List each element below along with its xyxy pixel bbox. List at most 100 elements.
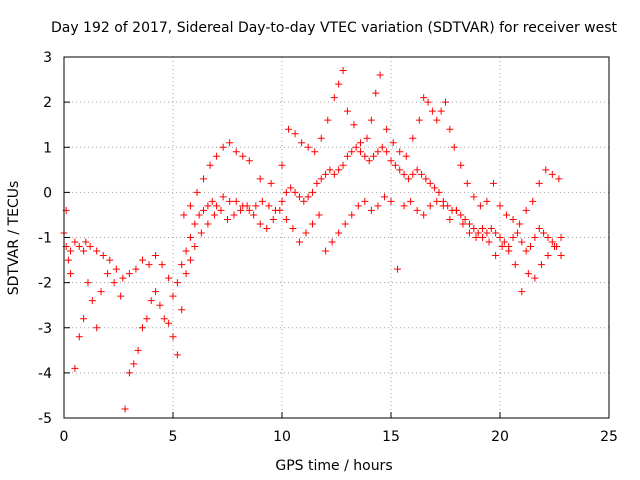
data-point	[245, 206, 253, 214]
data-point	[230, 211, 238, 219]
data-point	[341, 220, 349, 228]
data-point	[112, 265, 120, 273]
data-point	[165, 274, 173, 282]
data-point	[152, 252, 160, 260]
data-point	[544, 234, 552, 241]
data-point	[182, 270, 190, 278]
x-tick-label: 20	[491, 429, 509, 445]
data-point	[370, 152, 378, 160]
data-point	[356, 139, 364, 147]
data-point	[315, 211, 323, 219]
data-point	[394, 265, 402, 273]
data-point	[474, 229, 482, 237]
data-point	[125, 270, 133, 278]
data-point	[158, 261, 166, 269]
data-point	[413, 166, 421, 174]
data-point	[402, 152, 410, 160]
data-point	[489, 179, 497, 187]
data-point	[193, 188, 201, 196]
data-point	[143, 315, 151, 323]
data-point	[472, 234, 480, 241]
data-point	[282, 188, 290, 196]
data-point	[465, 229, 473, 237]
data-point	[330, 170, 338, 178]
data-point	[80, 315, 88, 323]
data-point	[374, 148, 382, 156]
y-tick-label: 0	[43, 185, 52, 201]
data-point	[446, 215, 454, 223]
data-point	[232, 197, 240, 205]
data-point	[304, 193, 312, 201]
data-point	[383, 125, 391, 133]
data-point	[243, 202, 251, 210]
data-point	[483, 229, 491, 237]
data-point	[300, 197, 308, 205]
data-point	[487, 224, 495, 232]
data-point	[367, 116, 375, 124]
data-point	[361, 197, 369, 205]
data-point	[165, 319, 173, 327]
data-point	[245, 157, 253, 165]
data-point	[431, 184, 439, 192]
data-point	[461, 215, 469, 223]
data-point	[422, 175, 430, 183]
data-point	[287, 184, 295, 192]
data-point	[160, 315, 168, 323]
data-point	[302, 229, 310, 237]
data-point	[500, 238, 508, 246]
x-tick-label: 10	[273, 429, 291, 445]
data-point	[195, 211, 203, 219]
data-point	[540, 229, 548, 237]
data-point	[224, 215, 231, 223]
data-point	[463, 179, 471, 187]
data-point	[206, 161, 214, 169]
data-point	[343, 107, 351, 115]
data-point	[291, 130, 299, 138]
data-point	[152, 288, 160, 296]
data-point	[428, 107, 436, 115]
data-point	[433, 197, 441, 205]
data-point	[450, 143, 458, 151]
data-point	[374, 202, 382, 210]
data-point	[121, 405, 129, 413]
data-point	[324, 116, 332, 124]
data-point	[186, 202, 194, 210]
data-point	[71, 364, 79, 372]
data-point	[479, 234, 487, 241]
data-point	[335, 229, 343, 237]
data-point	[252, 202, 260, 210]
data-point	[64, 256, 72, 264]
data-point	[182, 247, 190, 255]
data-point	[396, 148, 404, 156]
data-point	[513, 229, 521, 237]
data-point	[263, 224, 271, 232]
data-point	[387, 197, 395, 205]
data-point	[555, 175, 563, 183]
data-point	[269, 215, 277, 223]
data-point	[173, 279, 181, 287]
data-point	[67, 270, 75, 278]
data-point	[498, 243, 506, 251]
data-point	[285, 125, 293, 133]
data-point	[304, 143, 312, 151]
data-point	[339, 161, 347, 169]
data-point	[82, 238, 90, 246]
data-point	[459, 220, 467, 228]
data-point	[396, 166, 404, 174]
data-point	[391, 161, 399, 169]
data-point	[367, 206, 375, 214]
data-point	[544, 252, 552, 260]
data-point	[169, 333, 177, 341]
data-point	[186, 234, 194, 241]
data-point	[426, 202, 434, 210]
y-tick-label: 2	[43, 95, 52, 111]
data-point	[518, 238, 526, 246]
data-point	[330, 94, 338, 102]
data-point	[219, 143, 227, 151]
data-point	[404, 175, 412, 183]
data-point	[219, 193, 227, 201]
data-point	[457, 161, 465, 169]
data-point	[365, 157, 373, 165]
data-point	[217, 206, 225, 214]
